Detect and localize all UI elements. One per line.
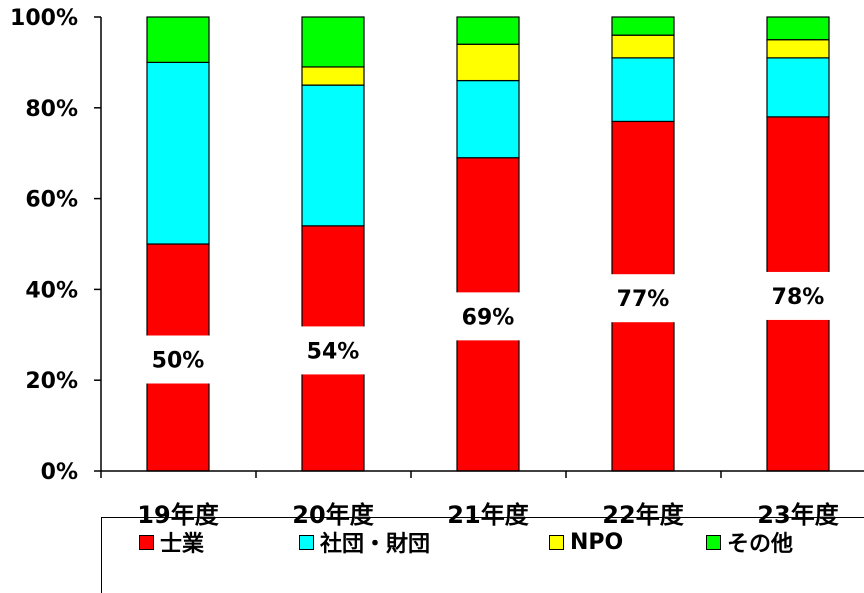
legend-item-4: その他 [706,529,794,557]
y-tick-label-2: 20% [25,369,78,394]
data-label-box-5 [766,271,830,320]
x-tick-label-3: 21年度 [447,501,529,529]
data-label-box-4 [611,274,675,323]
y-tick-label-5: 80% [25,97,78,122]
bar-segment-3-5 [766,39,830,59]
y-tick-label-6: 100% [10,6,78,31]
data-label-3: 69% [462,305,515,330]
x-tick-label-2: 20年度 [292,501,374,529]
legend-swatch-2 [299,534,314,550]
legend-label-4: その他 [727,532,794,557]
data-label-5: 78% [772,285,825,310]
bar-segment-3-4 [611,34,675,59]
bar-segment-2-5 [766,57,830,118]
x-tick-label-1: 19年度 [137,501,219,529]
legend-swatch-4 [706,534,721,550]
y-tick-label-4: 60% [25,188,78,213]
data-labels-layer: 50% 54% 69% 77% 78% [146,271,830,384]
bar-segment-2-3 [456,79,520,159]
data-label-2: 54% [307,339,360,364]
legend: 士業 社団・財団 NPO その他 [101,517,864,593]
bar-segment-4-3 [456,16,520,45]
data-label-1: 50% [152,349,205,374]
data-label-box-3 [456,292,520,341]
legend-label-3: NPO [570,529,624,555]
legend-label-1: 士業 [160,532,205,557]
data-label-box-2 [301,326,365,375]
x-tick-label-4: 22年度 [602,501,684,529]
y-tick-label-3: 40% [25,278,78,303]
bar-segment-3-3 [456,43,520,82]
bar-segment-4-2 [301,16,365,68]
legend-item-1: 士業 [139,529,205,557]
data-label-box-1 [146,335,210,384]
legend-item-3: NPO [549,529,623,555]
x-tick-label-5: 23年度 [757,501,839,529]
bar-segment-4-5 [766,16,830,41]
bar-segment-2-2 [301,84,365,227]
bar-segment-2-4 [611,57,675,123]
bar-segment-4-1 [146,16,210,64]
bar-segment-3-2 [301,66,365,86]
legend-item-2: 社団・財団 [299,529,431,557]
bar-segment-2-1 [146,61,210,245]
bars-layer [146,16,830,472]
bar-segment-4-4 [611,16,675,36]
data-label-4: 77% [617,287,670,312]
legend-swatch-1 [139,534,154,550]
legend-label-2: 社団・財団 [320,532,431,557]
axis-layer: 19年度 20年度 21年度 22年度 23年度 0% 20% 40% 60% 80% 100% [10,6,864,529]
legend-swatch-3 [549,534,564,550]
y-tick-label-1: 0% [41,460,78,485]
